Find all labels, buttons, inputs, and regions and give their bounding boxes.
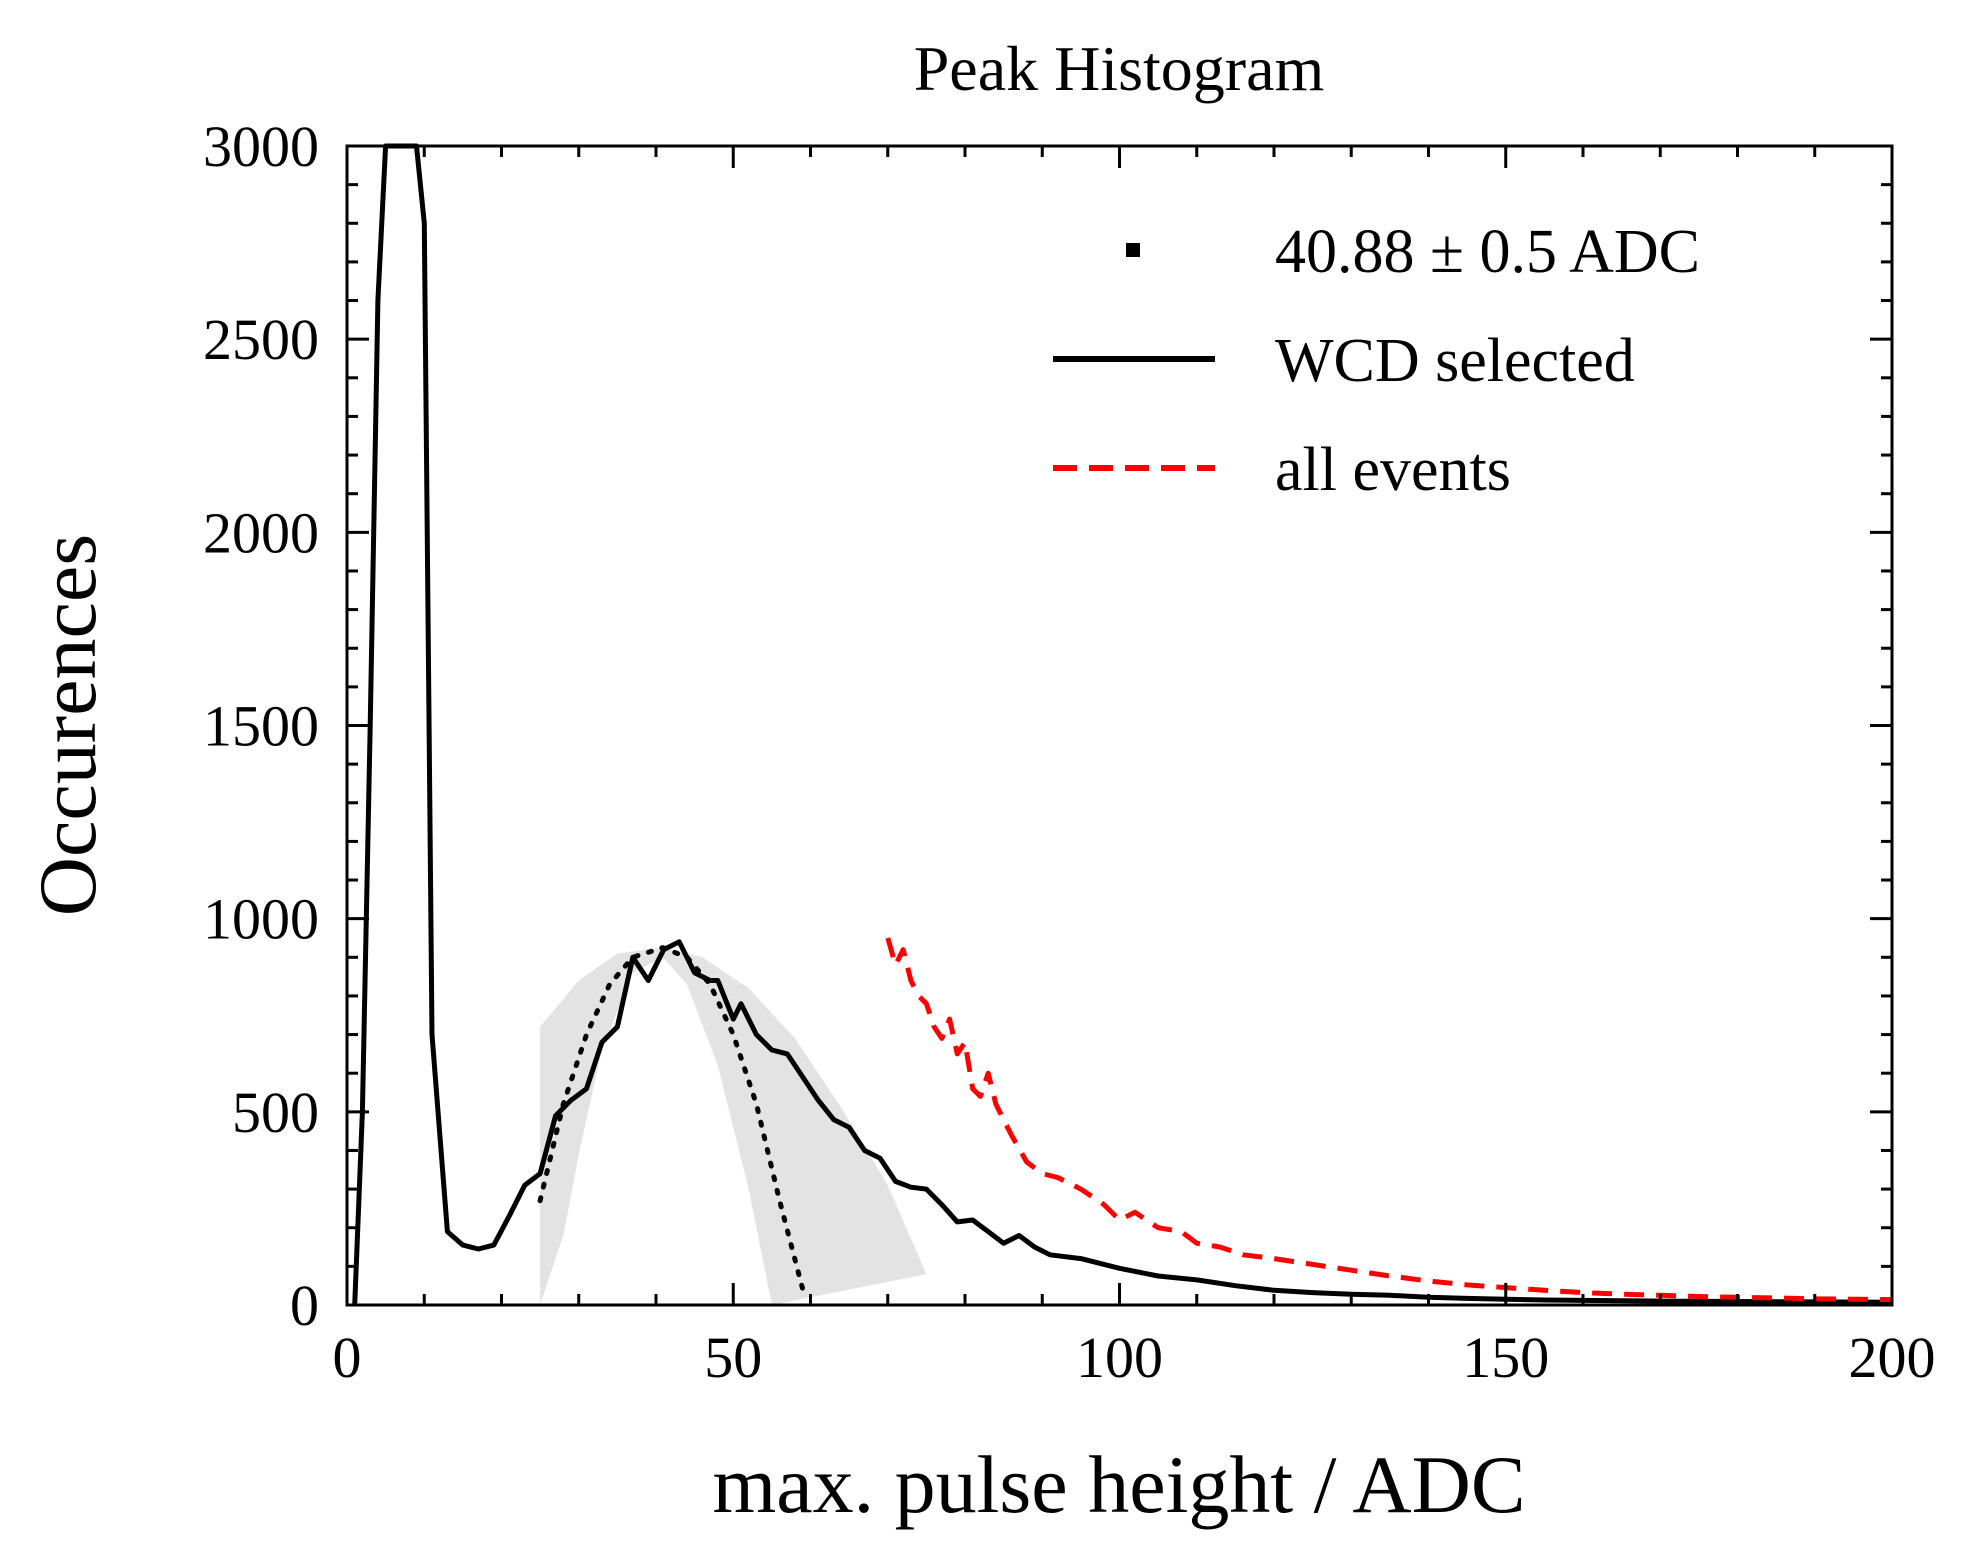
x-tick-label: 200 bbox=[1849, 1325, 1936, 1390]
y-tick-label: 1000 bbox=[203, 887, 319, 952]
chart-title: Peak Histogram bbox=[914, 33, 1325, 104]
x-axis-title: max. pulse height / ADC bbox=[712, 1439, 1525, 1530]
y-axis-title: Occurences bbox=[22, 534, 113, 916]
y-tick-label: 1500 bbox=[203, 694, 319, 759]
series-line-wcd-selected bbox=[352, 143, 1893, 1306]
legend-marker-fit-result bbox=[1126, 243, 1140, 257]
legend-label-wcd-selected: WCD selected bbox=[1275, 327, 1635, 395]
y-tick-label: 2500 bbox=[203, 307, 319, 372]
series-line-fit bbox=[537, 945, 806, 1292]
x-tick-label: 100 bbox=[1076, 1325, 1163, 1390]
x-tick-label: 150 bbox=[1462, 1325, 1549, 1390]
legend: 40.88 ± 0.5 ADC WCD selected all events bbox=[1053, 218, 1700, 504]
y-tick-label: 0 bbox=[290, 1273, 319, 1338]
fit-uncertainty-band bbox=[540, 947, 927, 1305]
y-tick-label: 3000 bbox=[203, 114, 319, 179]
plot-frame bbox=[345, 144, 1894, 1307]
uncertainty-band-layer bbox=[540, 947, 927, 1305]
x-tick-label: 0 bbox=[333, 1325, 362, 1390]
legend-label-all-events: all events bbox=[1275, 436, 1511, 504]
y-tick-label: 2000 bbox=[203, 500, 319, 565]
y-tick-label: 500 bbox=[232, 1080, 319, 1145]
x-tick-label: 50 bbox=[704, 1325, 762, 1390]
legend-label-fit-result: 40.88 ± 0.5 ADC bbox=[1275, 218, 1700, 286]
series-layer bbox=[352, 143, 1893, 1306]
series-line-all-events bbox=[885, 937, 1893, 1303]
